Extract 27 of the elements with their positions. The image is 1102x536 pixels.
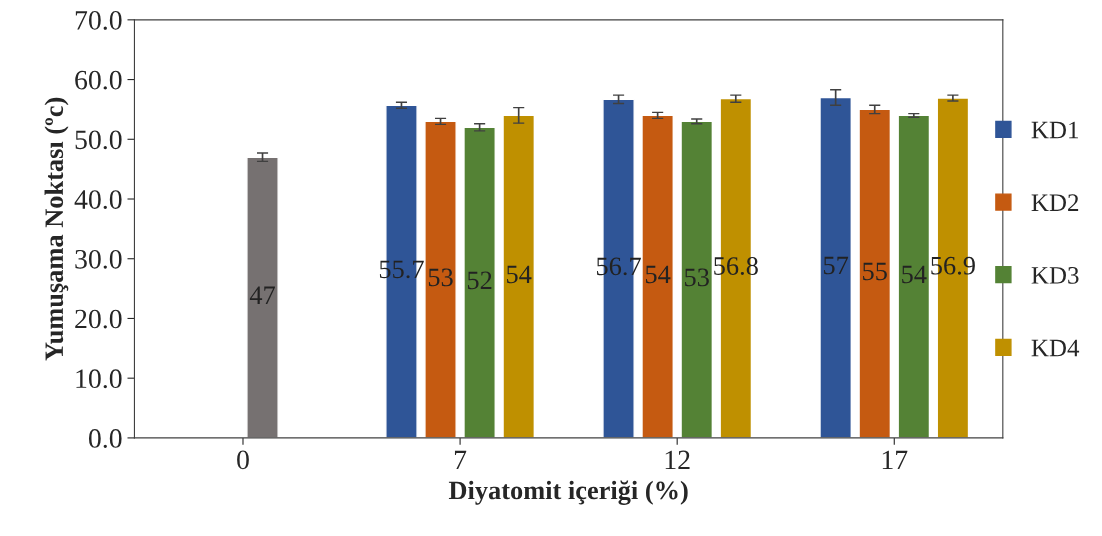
y-tick-label: 50.0 <box>75 130 122 150</box>
x-axis-title: Diyatomit içeriği (%) <box>448 480 688 505</box>
y-tick-label: 0.0 <box>88 429 122 448</box>
data-label: 54 <box>645 265 671 284</box>
x-tick-label: 0 <box>237 450 249 470</box>
data-label: 57 <box>824 256 849 275</box>
legend-label: KD1 <box>1031 121 1078 139</box>
y-axis-title: Yumuşama Noktası (ºc) <box>44 97 69 361</box>
data-label: 52 <box>467 271 492 290</box>
legend-label: KD3 <box>1031 266 1079 284</box>
y-tick-label: 10.0 <box>76 369 122 389</box>
y-tick-label: 70.0 <box>75 11 122 30</box>
x-tick-label: 7 <box>454 450 467 469</box>
data-label: 54 <box>902 265 927 284</box>
data-label: 54 <box>507 265 532 284</box>
y-tick-label: 30.0 <box>75 249 122 269</box>
y-tick-label: 40.0 <box>74 190 122 210</box>
x-tick-label: 17 <box>882 450 908 469</box>
legend-label: KD4 <box>1031 339 1080 357</box>
data-label: 47 <box>249 286 275 304</box>
data-label: 53 <box>428 268 453 287</box>
y-tick-label: 20.0 <box>75 309 122 329</box>
legend-label: KD2 <box>1031 194 1079 211</box>
x-tick-label: 12 <box>665 450 690 469</box>
data-label: 53 <box>685 268 709 287</box>
data-label: 55 <box>863 262 887 281</box>
y-tick-label: 60.0 <box>75 70 122 90</box>
